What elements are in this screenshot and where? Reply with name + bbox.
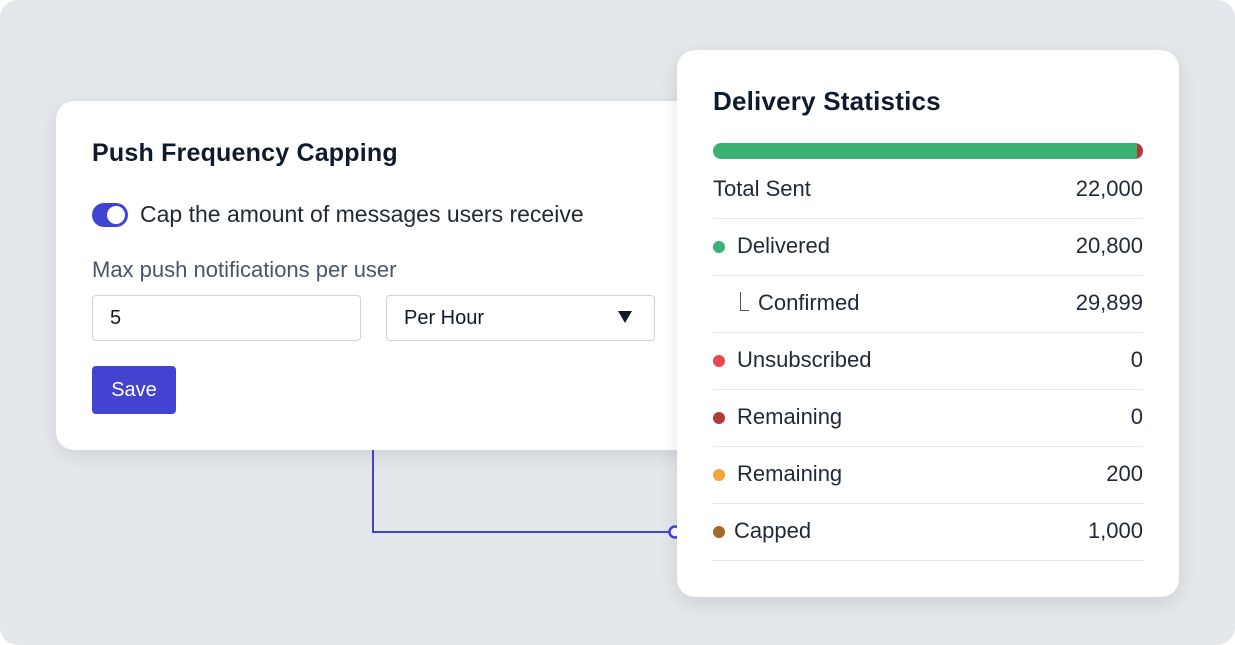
caret-down-icon — [618, 311, 632, 323]
stat-row-remaining-pending: Remaining 200 — [713, 447, 1143, 504]
push-capping-title: Push Frequency Capping — [92, 139, 398, 167]
period-select[interactable]: Per Hour — [386, 295, 655, 341]
status-dot-icon — [713, 412, 725, 424]
stat-label: Capped — [734, 518, 812, 543]
cap-messages-toggle[interactable] — [92, 203, 128, 227]
stat-value: 29,899 — [1075, 290, 1143, 315]
save-button[interactable]: Save — [92, 366, 176, 414]
stat-label: Remaining — [737, 404, 843, 429]
stat-row-remaining: Remaining 0 — [713, 390, 1143, 447]
stat-row-delivered: Delivered 20,800 — [713, 219, 1143, 276]
max-push-label: Max push notifications per user — [92, 257, 397, 282]
stat-row-total-sent: Total Sent 22,000 — [713, 162, 1143, 219]
stat-value: 1,000 — [1087, 518, 1143, 543]
delivery-statistics-title: Delivery Statistics — [713, 86, 941, 116]
sub-item-icon — [740, 292, 749, 311]
cap-messages-label: Cap the amount of messages users receive — [140, 201, 584, 227]
toggle-knob — [107, 206, 125, 224]
bar-segment-remaining — [1136, 143, 1143, 159]
status-dot-icon — [713, 355, 725, 367]
status-dot-icon — [713, 469, 725, 481]
stat-label: Confirmed — [758, 290, 860, 315]
stat-value: 0 — [1130, 347, 1143, 372]
status-dot-icon — [713, 526, 725, 538]
status-dot-icon — [713, 241, 725, 253]
period-select-value: Per Hour — [404, 307, 485, 329]
stat-value: 0 — [1130, 404, 1143, 429]
bar-segment-delivered — [713, 143, 1137, 159]
stat-row-confirmed: Confirmed 29,899 — [713, 276, 1143, 333]
stat-label: Total Sent — [713, 176, 811, 201]
stat-value: 200 — [1106, 461, 1143, 486]
stat-row-unsubscribed: Unsubscribed 0 — [713, 333, 1143, 390]
delivery-progress-bar — [713, 143, 1143, 159]
stat-value: 20,800 — [1075, 233, 1143, 258]
max-push-input[interactable] — [92, 295, 361, 341]
stat-label: Unsubscribed — [737, 347, 872, 372]
stat-value: 22,000 — [1075, 176, 1143, 201]
stat-label: Remaining — [737, 461, 843, 486]
delivery-statistics-card: Delivery Statistics Total Sent 22,000 De… — [677, 50, 1179, 597]
stat-row-capped: Capped 1,000 — [713, 504, 1143, 561]
push-capping-card: Push Frequency Capping Cap the amount of… — [56, 101, 736, 450]
stat-label: Delivered — [737, 233, 830, 258]
